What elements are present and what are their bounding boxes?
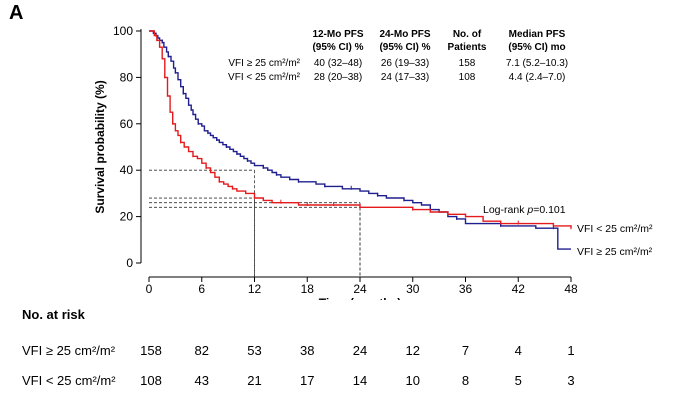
- table-header-line2: (95% CI) %: [312, 42, 363, 53]
- table-cell: 7.1 (5.2–10.3): [506, 58, 568, 69]
- risk-count: 10: [405, 373, 420, 388]
- y-tick-label: 0: [126, 256, 133, 270]
- x-tick-label: 42: [512, 282, 526, 296]
- risk-count: 21: [247, 373, 262, 388]
- table-header-line1: 12-Mo PFS: [312, 29, 363, 40]
- y-tick-label: 80: [120, 70, 134, 84]
- table-header-line1: 24-Mo PFS: [379, 29, 430, 40]
- x-tick-label: 12: [248, 282, 262, 296]
- curve-vfi-low: [149, 30, 572, 229]
- table-cell: 26 (19–33): [381, 58, 429, 69]
- risk-row-label: VFI ≥ 25 cm²/m²: [22, 343, 116, 358]
- risk-count: 8: [461, 373, 470, 388]
- x-tick-label: 6: [198, 282, 205, 296]
- curve-labels: Log-rank p=0.101 VFI < 25 cm²/m² VFI ≥ 25 …: [483, 204, 653, 258]
- risk-row: VFI < 25 cm²/m² 108 43 21 17 14 10 8 5 3: [0, 373, 681, 391]
- risk-row: VFI ≥ 25 cm²/m² 158 82 53 38 24 12 7 4 1: [0, 343, 681, 361]
- table-header-line2: (95% CI) %: [379, 42, 430, 53]
- risk-count: 82: [194, 343, 209, 358]
- x-tick-label: 24: [353, 282, 367, 296]
- table-header-line1: No. of: [453, 29, 482, 40]
- x-tick-label: 36: [459, 282, 473, 296]
- y-tick-label: 100: [113, 24, 133, 38]
- table-cell: 40 (32–48): [314, 58, 362, 69]
- survival-curves: [149, 30, 572, 250]
- tick-labels: 0 20 40 60 80 100 0 6 12 18 24 30 36 42 48 Time (months…: [93, 24, 578, 300]
- log-rank-annotation: Log-rank p=0.101: [483, 204, 566, 216]
- table-header-line2: (95% CI) mo: [508, 42, 565, 53]
- risk-count: 12: [405, 343, 420, 358]
- risk-count: 108: [140, 373, 162, 388]
- x-tick-label: 0: [146, 282, 153, 296]
- curve-label-vfi-low: VFI < 25 cm²/m²: [577, 223, 653, 235]
- curve-label-vfi-high: VFI ≥ 25 cm²/m²: [577, 246, 653, 258]
- km-chart: 0 20 40 60 80 100 0 6 12 18 24 30 36 42 48 Time (months…: [93, 24, 653, 300]
- risk-count: 7: [461, 343, 470, 358]
- x-axis-title: Time (months): [319, 296, 401, 300]
- risk-row-label: VFI < 25 cm²/m²: [22, 373, 116, 388]
- risk-count: 158: [140, 343, 162, 358]
- y-tick-label: 20: [120, 210, 134, 224]
- table-cell: 158: [459, 58, 476, 69]
- y-tick-label: 40: [120, 163, 134, 177]
- risk-count: 24: [352, 343, 368, 358]
- curve-vfi-high: [149, 30, 571, 250]
- risk-count: 53: [247, 343, 262, 358]
- table-header-line1: Median PFS: [509, 29, 566, 40]
- table-cell: 24 (17–33): [381, 72, 429, 83]
- x-tick-label: 30: [406, 282, 420, 296]
- table-header-line2: Patients: [448, 42, 487, 53]
- y-axis-title: Survival probability (%): [93, 80, 107, 213]
- table-row-label: VFI < 25 cm²/m²: [228, 72, 301, 83]
- table-cell: 108: [459, 72, 476, 83]
- x-tick-label: 18: [301, 282, 315, 296]
- risk-count: 38: [300, 343, 315, 358]
- axes: [136, 29, 572, 282]
- table-cell: 28 (20–38): [314, 72, 362, 83]
- annotation-value: =0.101: [533, 204, 566, 216]
- x-tick-label: 48: [564, 282, 578, 296]
- pfs-summary-table: 12-Mo PFS (95% CI) % 24-Mo PFS (95% CI) % No…: [228, 29, 568, 83]
- risk-table-title: No. at risk: [22, 307, 85, 322]
- risk-count: 43: [194, 373, 209, 388]
- risk-count: 3: [567, 373, 575, 388]
- annotation-p: p: [526, 204, 533, 216]
- reference-lines: [149, 169, 361, 277]
- table-cell: 4.4 (2.4–7.0): [509, 72, 566, 83]
- annotation-prefix: Log-rank: [483, 204, 527, 216]
- table-row-label: VFI ≥ 25 cm²/m²: [228, 58, 300, 69]
- risk-count: 17: [300, 373, 315, 388]
- risk-count: 4: [514, 343, 522, 358]
- risk-count: 1: [567, 343, 575, 358]
- risk-count: 5: [514, 373, 522, 388]
- panel-label: A: [9, 2, 24, 24]
- y-tick-label: 60: [120, 117, 134, 131]
- risk-count: 14: [352, 373, 368, 388]
